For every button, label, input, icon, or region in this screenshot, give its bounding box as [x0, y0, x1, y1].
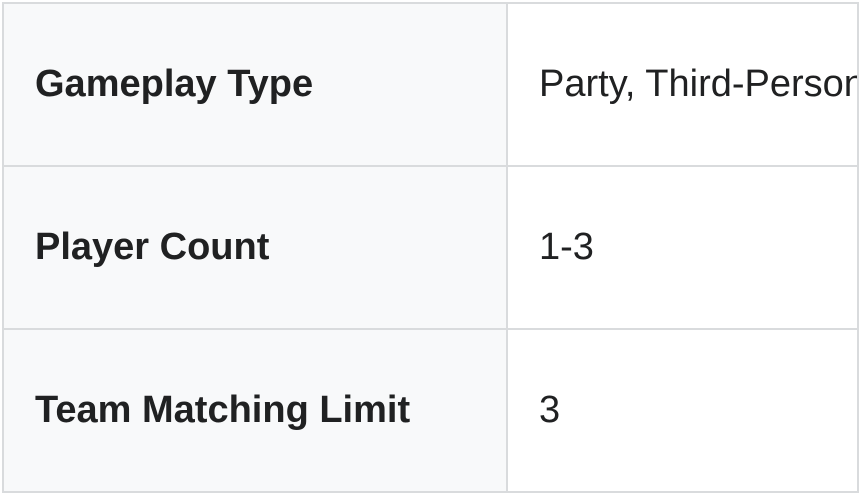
game-info-table-body: Gameplay Type Party, Third-Person Player… [2, 2, 859, 493]
table-row-team-matching-limit: Team Matching Limit 3 [2, 328, 859, 493]
table-row-gameplay-type: Gameplay Type Party, Third-Person [2, 2, 859, 167]
row-value-team-matching-limit: 3 [506, 328, 859, 493]
row-value-gameplay-type: Party, Third-Person [506, 2, 859, 167]
game-info-table: Gameplay Type Party, Third-Person Player… [2, 2, 859, 493]
row-value-player-count: 1-3 [506, 165, 859, 330]
row-label-gameplay-type: Gameplay Type [2, 2, 508, 167]
row-label-player-count: Player Count [2, 165, 508, 330]
table-row-player-count: Player Count 1-3 [2, 165, 859, 330]
row-label-team-matching-limit: Team Matching Limit [2, 328, 508, 493]
